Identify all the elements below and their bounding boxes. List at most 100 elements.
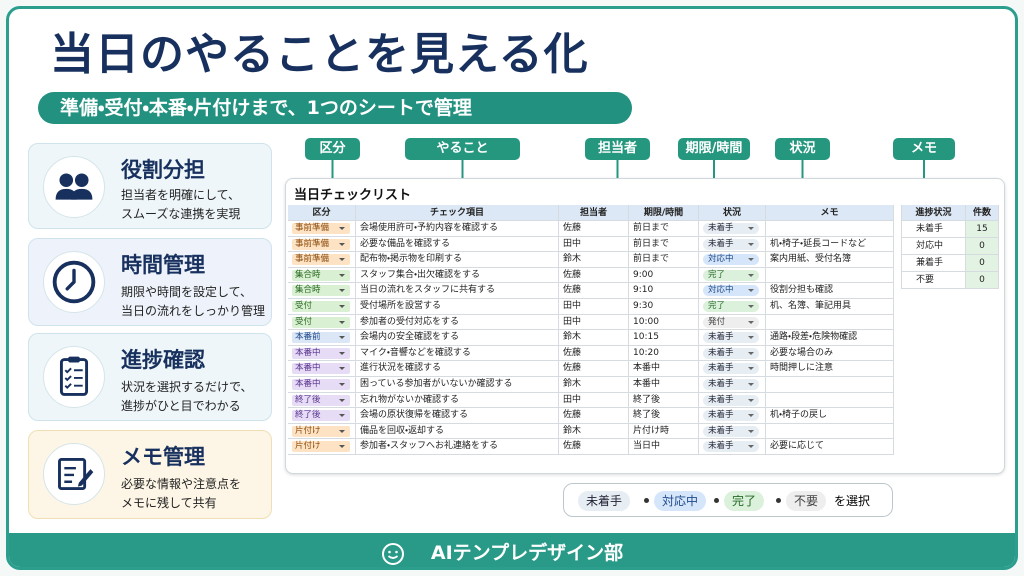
task-cell: 会場の原状復帰を確認する bbox=[356, 408, 559, 424]
feature-card: 進捗確認 状況を選択するだけで、 進捗がひと目でわかる bbox=[28, 333, 272, 421]
due-cell: 前日まで bbox=[629, 221, 699, 237]
summary-cell: 0 bbox=[966, 255, 999, 272]
owner-cell: 田中 bbox=[559, 392, 629, 409]
callout: やること bbox=[405, 138, 520, 160]
category-cell: 事前準備 bbox=[288, 221, 356, 237]
category-cell: 集合時 bbox=[288, 267, 356, 284]
feature-text: 必要な情報や注意点を bbox=[121, 477, 242, 491]
callout: メモ bbox=[893, 138, 955, 160]
owner-cell: 田中 bbox=[559, 236, 629, 253]
task-cell: 備品を回収・返却する bbox=[356, 423, 559, 440]
status-dropdown: 未着手 bbox=[703, 223, 759, 234]
category-cell: 本番中 bbox=[288, 377, 356, 393]
legend-dot bbox=[776, 498, 781, 503]
summary-header: 件数 bbox=[966, 205, 999, 221]
category-chip: 本番中 bbox=[292, 363, 350, 375]
status-dropdown: 未着手 bbox=[703, 332, 759, 344]
due-cell: 9:00 bbox=[629, 267, 699, 284]
memo-cell bbox=[766, 221, 894, 237]
category-chip: 受付 bbox=[292, 316, 350, 328]
status-cell: 発付 bbox=[699, 314, 766, 331]
column-header: 担当者 bbox=[559, 205, 629, 221]
due-cell: 終了後 bbox=[629, 392, 699, 409]
sheet-title: 当日チェックリスト bbox=[294, 188, 412, 203]
callout: 状況 bbox=[775, 138, 830, 160]
legend-status: 不要 bbox=[786, 491, 827, 511]
category-chip: 集合時 bbox=[292, 285, 350, 297]
category-chip: 本番中 bbox=[292, 347, 350, 359]
status-dropdown: 未着手 bbox=[703, 441, 759, 453]
owner-cell: 佐藤 bbox=[559, 345, 629, 362]
memo-cell: 時間押しに注意 bbox=[766, 361, 894, 377]
status-legend: 未着手 対応中 完了 不要 を選択 bbox=[563, 483, 893, 517]
memo-cell: 案内用紙、受付名簿 bbox=[766, 252, 894, 268]
status-dropdown: 未着手 bbox=[703, 363, 759, 375]
status-cell: 未着手 bbox=[699, 236, 766, 253]
owner-cell: 鈴木 bbox=[559, 252, 629, 268]
feature-text: 担当者を明確にして、 bbox=[121, 188, 241, 202]
memo-cell bbox=[766, 314, 894, 331]
status-cell: 未着手 bbox=[699, 221, 766, 237]
status-cell: 未着手 bbox=[699, 408, 766, 424]
smile-icon bbox=[382, 543, 404, 565]
category-cell: 受付 bbox=[288, 314, 356, 331]
task-cell: 配布物・掲示物を印刷する bbox=[356, 252, 559, 268]
memo-cell bbox=[766, 267, 894, 284]
category-cell: 事前準備 bbox=[288, 236, 356, 253]
callout: 区分 bbox=[305, 138, 360, 160]
category-cell: 集合時 bbox=[288, 283, 356, 299]
task-cell: スタッフ集合・出欠確認をする bbox=[356, 267, 559, 284]
summary-cell: 15 bbox=[966, 221, 999, 238]
memo-cell: 机・椅子の戻し bbox=[766, 408, 894, 424]
feature-title: 時間管理 bbox=[121, 253, 205, 277]
summary-header: 進捗状況 bbox=[901, 205, 966, 221]
sheet-panel: 当日チェックリスト 区分 チェック項目 担当者 期限/時間 状況 メモ 事前準備 会場使用許可… bbox=[285, 178, 1005, 474]
owner-cell: 佐藤 bbox=[559, 408, 629, 424]
owner-cell: 佐藤 bbox=[559, 267, 629, 284]
category-chip: 片付け bbox=[292, 441, 350, 453]
owner-cell: 佐藤 bbox=[559, 439, 629, 455]
status-cell: 完了 bbox=[699, 299, 766, 315]
due-cell: 当日中 bbox=[629, 439, 699, 455]
due-cell: 片付け時 bbox=[629, 423, 699, 440]
category-cell: 事前準備 bbox=[288, 252, 356, 268]
status-dropdown: 発付 bbox=[703, 316, 759, 328]
due-cell: 本番中 bbox=[629, 377, 699, 393]
memo-cell: 机、名簿、筆記用具 bbox=[766, 299, 894, 315]
due-cell: 本番中 bbox=[629, 361, 699, 377]
status-dropdown: 未着手 bbox=[703, 347, 759, 359]
category-cell: 本番中 bbox=[288, 361, 356, 377]
footer-bar: AIテンプレデザイン部 bbox=[9, 533, 1015, 567]
legend-dot bbox=[714, 498, 719, 503]
task-cell: 当日の流れをスタッフに共有する bbox=[356, 283, 559, 299]
status-dropdown: 完了 bbox=[703, 301, 759, 312]
column-header: 状況 bbox=[699, 205, 766, 221]
column-header: メモ bbox=[766, 205, 894, 221]
category-chip: 片付け bbox=[292, 425, 350, 437]
category-cell: 本番前 bbox=[288, 330, 356, 346]
legend-dot bbox=[644, 498, 649, 503]
feature-card: メモ管理 必要な情報や注意点を メモに残して共有 bbox=[28, 430, 272, 519]
owner-cell: 佐藤 bbox=[559, 221, 629, 237]
legend-status: 未着手 bbox=[578, 491, 631, 511]
status-dropdown: 対応中 bbox=[703, 254, 759, 266]
footer-text: AIテンプレデザイン部 bbox=[430, 542, 624, 564]
summary-cell: 0 bbox=[966, 272, 999, 289]
status-cell: 完了 bbox=[699, 267, 766, 284]
category-cell: 片付け bbox=[288, 423, 356, 440]
category-cell: 終了後 bbox=[288, 392, 356, 409]
summary-cell: 0 bbox=[966, 238, 999, 255]
due-cell: 前日まで bbox=[629, 252, 699, 268]
task-cell: 会場使用許可・予約内容を確認する bbox=[356, 221, 559, 237]
status-dropdown: 未着手 bbox=[703, 379, 759, 390]
due-cell: 前日まで bbox=[629, 236, 699, 253]
people-icon bbox=[43, 156, 105, 218]
status-cell: 未着手 bbox=[699, 423, 766, 440]
due-cell: 9:10 bbox=[629, 283, 699, 299]
due-cell: 9:30 bbox=[629, 299, 699, 315]
summary-cell: 対応中 bbox=[901, 238, 966, 255]
task-cell: 困っている参加者がいないか確認する bbox=[356, 377, 559, 393]
task-cell: 受付場所を設営する bbox=[356, 299, 559, 315]
category-chip: 本番前 bbox=[292, 332, 350, 344]
